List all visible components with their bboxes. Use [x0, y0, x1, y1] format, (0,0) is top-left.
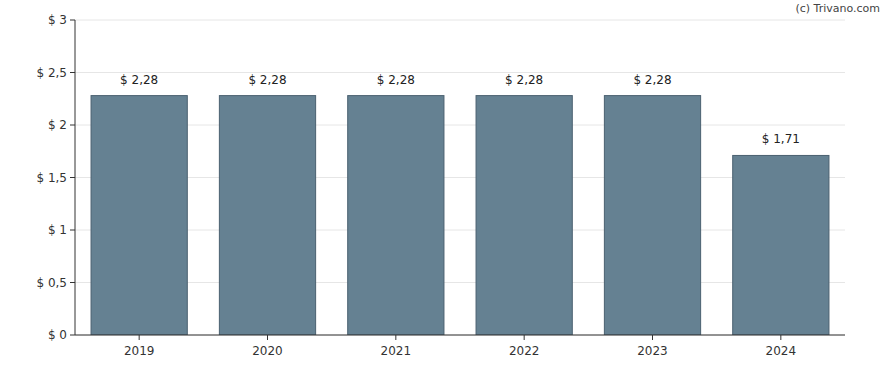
x-tick-label: 2022 — [509, 344, 540, 358]
x-tick-label: 2023 — [637, 344, 668, 358]
x-tick-label: 2024 — [766, 344, 797, 358]
data-label: $ 2,28 — [120, 73, 158, 87]
x-tick — [267, 335, 268, 340]
bar — [219, 96, 315, 335]
grid-line — [75, 335, 845, 336]
bar — [733, 155, 829, 335]
grid-line — [75, 230, 845, 231]
y-axis — [75, 20, 76, 335]
credit: (c) Trivano.com — [795, 2, 880, 15]
grid-line — [75, 72, 845, 73]
chart: $ 0 $ 0,5 $ 1 $ 1,5 $ 2 $ 2,5 $ 3 $ 2,28 $ 2,28 $… — [0, 0, 888, 370]
y-tick-label: $ 3 — [48, 13, 67, 27]
x-tick — [652, 335, 653, 340]
y-tick-label: $ 2 — [48, 118, 67, 132]
y-tick — [70, 230, 75, 231]
y-tick — [70, 20, 75, 21]
data-label: $ 2,28 — [248, 73, 286, 87]
y-tick — [70, 177, 75, 178]
data-label: $ 2,28 — [377, 73, 415, 87]
y-tick-label: $ 0,5 — [36, 276, 67, 290]
y-tick — [70, 335, 75, 336]
y-tick — [70, 72, 75, 73]
data-label: $ 1,71 — [762, 132, 800, 146]
bar — [604, 96, 700, 335]
x-tick — [395, 335, 396, 340]
x-tick-label: 2020 — [252, 344, 283, 358]
x-tick-label: 2019 — [124, 344, 155, 358]
grid-line — [75, 282, 845, 283]
x-tick-label: 2021 — [381, 344, 412, 358]
y-tick — [70, 282, 75, 283]
grid-line — [75, 125, 845, 126]
bars — [91, 96, 829, 335]
bar — [91, 96, 187, 335]
x-axis — [75, 335, 845, 336]
x-tick — [139, 335, 140, 340]
bar — [348, 96, 444, 335]
grid-line — [75, 20, 845, 21]
data-label: $ 2,28 — [505, 73, 543, 87]
y-tick-label: $ 1 — [48, 223, 67, 237]
y-tick-label: $ 2,5 — [36, 66, 67, 80]
x-tick — [780, 335, 781, 340]
x-tick — [524, 335, 525, 340]
y-tick — [70, 125, 75, 126]
bar — [476, 96, 572, 335]
y-tick-label: $ 0 — [48, 328, 67, 342]
grid-line — [75, 177, 845, 178]
y-tick-label: $ 1,5 — [36, 171, 67, 185]
data-label: $ 2,28 — [633, 73, 671, 87]
